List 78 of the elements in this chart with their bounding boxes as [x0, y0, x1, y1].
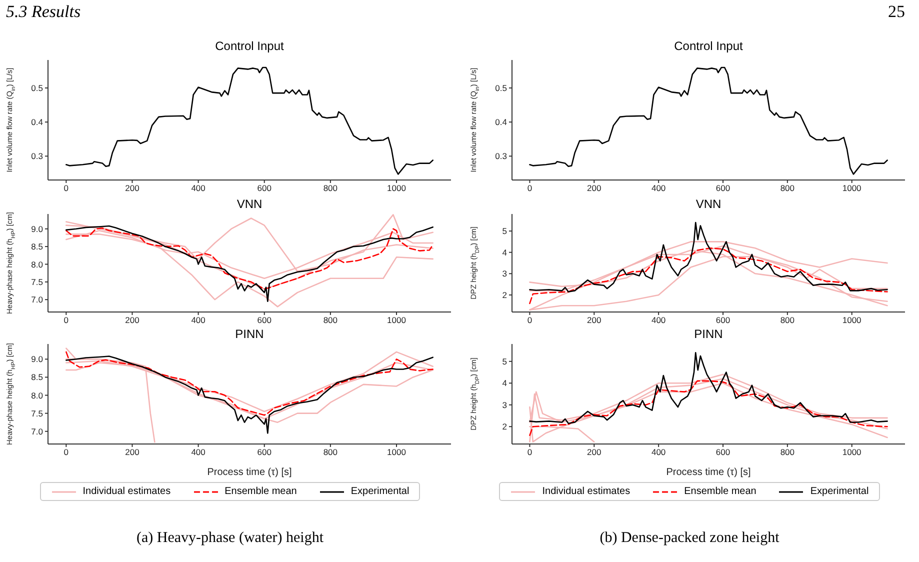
chart-title: VNN [236, 197, 262, 211]
y-tick-label: 9.0 [31, 354, 44, 364]
x-tick-label: 0 [527, 315, 532, 326]
chart-title: Control Input [215, 39, 284, 53]
x-tick-label: 600 [716, 183, 730, 194]
x-tick-label: 0 [527, 183, 532, 194]
y-tick-label: 7.5 [31, 276, 44, 287]
x-axis-title: Process time (τ) [s] [207, 467, 292, 478]
y-tick-label: 0.4 [495, 117, 508, 128]
x-tick-label: 800 [780, 183, 795, 194]
chart-title: PINN [694, 327, 723, 341]
x-tick-label: 600 [257, 315, 272, 326]
x-tick-label: 1000 [842, 315, 862, 326]
text: (b) Dense-packed zone height [598, 530, 780, 547]
y-tick-label: 2 [502, 422, 508, 432]
x-axis-title: Process time (τ) [s] [666, 467, 751, 478]
y-tick-label: 2 [502, 290, 508, 300]
text: 5.3 Results [6, 2, 81, 21]
x-tick-label: 800 [323, 447, 338, 458]
y-tick-label: 8.0 [31, 390, 44, 400]
x-tick-label: 200 [125, 447, 140, 458]
x-tick-label: 400 [191, 315, 206, 326]
y-tick-label: 7.5 [31, 408, 44, 418]
chart-title: PINN [235, 327, 264, 341]
x-tick-label: 400 [651, 183, 666, 194]
legend-label: Ensemble mean [224, 486, 297, 497]
x-tick-label: 600 [257, 183, 272, 194]
x-tick-label: 800 [780, 315, 795, 326]
y-tick-label: 9.0 [31, 224, 44, 234]
legend-label: Experimental [810, 486, 869, 497]
x-tick-label: 200 [125, 315, 140, 326]
y-tick-label: 4 [502, 247, 508, 258]
text: 25 [888, 2, 905, 21]
y-tick-label: 0.5 [31, 82, 44, 93]
x-tick-label: 400 [651, 447, 666, 458]
y-tick-label: 7.0 [31, 426, 44, 436]
y-tick-label: 4 [502, 378, 508, 388]
x-tick-label: 600 [257, 447, 272, 458]
x-tick-label: 1000 [387, 183, 406, 194]
x-tick-label: 400 [191, 447, 206, 458]
x-tick-label: 800 [323, 315, 338, 326]
x-tick-label: 200 [587, 315, 602, 326]
x-tick-label: 800 [323, 183, 338, 194]
x-tick-label: 200 [587, 183, 602, 194]
y-tick-label: 0.4 [31, 117, 44, 128]
y-tick-label: 5 [502, 226, 508, 236]
x-tick-label: 400 [651, 315, 666, 326]
x-tick-label: 200 [587, 447, 602, 458]
legend-label: Individual estimates [82, 486, 171, 497]
x-tick-label: 600 [716, 447, 730, 458]
legend-label: Ensemble mean [684, 486, 756, 497]
x-tick-label: 800 [780, 447, 795, 458]
x-tick-label: 0 [527, 447, 532, 458]
x-tick-label: 600 [716, 315, 730, 326]
y-tick-label: 0.5 [495, 82, 508, 93]
x-tick-label: 1000 [842, 183, 862, 194]
x-tick-label: 0 [64, 315, 69, 326]
y-tick-label: 0.3 [495, 151, 508, 162]
chart-title: Control Input [674, 39, 743, 53]
y-tick-label: 8.5 [31, 242, 44, 252]
x-tick-label: 400 [191, 183, 206, 194]
y-tick-label: 8.5 [31, 372, 44, 382]
y-tick-label: 3 [502, 268, 508, 279]
y-tick-label: 5 [502, 356, 508, 366]
x-tick-label: 1000 [842, 447, 862, 458]
chart-title: VNN [696, 197, 722, 211]
y-tick-label: 7.0 [31, 294, 44, 305]
y-tick-label: 3 [502, 400, 508, 410]
x-tick-label: 0 [64, 447, 69, 458]
legend-label: Experimental [350, 486, 410, 497]
x-tick-label: 1000 [387, 447, 406, 458]
x-tick-label: 1000 [387, 315, 406, 326]
x-tick-label: 200 [125, 183, 140, 194]
text: (a) Heavy-phase (water) height [136, 530, 324, 547]
x-tick-label: 0 [64, 183, 69, 194]
y-tick-label: 8.0 [31, 259, 44, 270]
legend-label: Individual estimates [542, 486, 630, 497]
y-tick-label: 0.3 [31, 151, 44, 162]
